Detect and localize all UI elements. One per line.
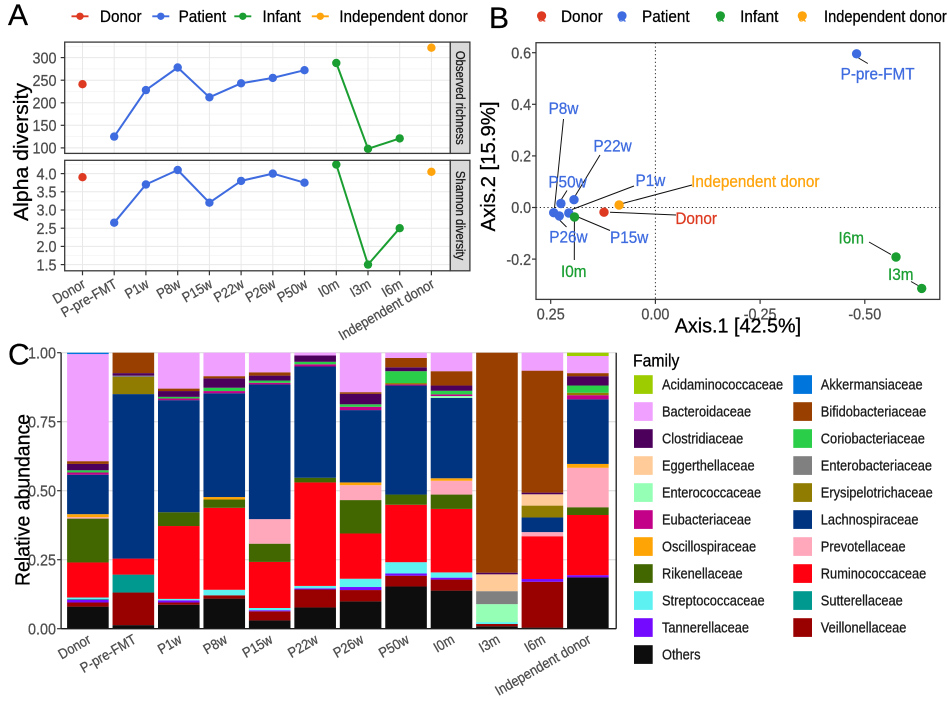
svg-text:0.50: 0.50 [28, 483, 56, 500]
svg-text:P15w: P15w [610, 228, 649, 247]
svg-text:Veillonellaceae: Veillonellaceae [821, 621, 907, 637]
svg-text:Ruminococcaceae: Ruminococcaceae [821, 567, 927, 583]
svg-text:0.00: 0.00 [641, 306, 669, 323]
svg-text:P1w: P1w [636, 171, 666, 190]
svg-text:1.5: 1.5 [37, 257, 57, 274]
svg-text:Patient: Patient [642, 7, 690, 26]
svg-text:P50w: P50w [548, 173, 587, 192]
svg-text:I0m: I0m [561, 262, 587, 281]
svg-text:C: C [8, 339, 30, 372]
svg-text:1.00: 1.00 [28, 345, 56, 362]
svg-text:P22w: P22w [593, 137, 632, 156]
svg-text:Sutterellaceae: Sutterellaceae [821, 594, 903, 610]
svg-text:P-pre-FMT: P-pre-FMT [841, 64, 915, 83]
svg-text:A: A [8, 0, 28, 32]
svg-text:150: 150 [33, 118, 57, 135]
svg-text:Others: Others [662, 648, 701, 664]
svg-text:300: 300 [33, 50, 57, 67]
svg-text:Independent donor: Independent donor [339, 7, 468, 26]
svg-text:0.25: 0.25 [28, 552, 56, 569]
svg-text:0.00: 0.00 [28, 621, 56, 638]
svg-text:Coriobacteriaceae: Coriobacteriaceae [821, 432, 925, 448]
svg-text:P26w: P26w [549, 228, 588, 247]
svg-text:Donor: Donor [100, 7, 142, 26]
svg-text:P8w: P8w [549, 99, 579, 118]
svg-text:0.2: 0.2 [511, 149, 531, 166]
svg-text:B: B [489, 2, 509, 35]
svg-text:4.0: 4.0 [37, 166, 57, 183]
svg-text:I6m: I6m [839, 229, 865, 248]
svg-text:3.0: 3.0 [37, 203, 57, 220]
svg-text:-0.2: -0.2 [506, 252, 531, 269]
svg-text:Family: Family [633, 351, 680, 371]
svg-text:Lachnospiraceae: Lachnospiraceae [821, 513, 919, 529]
svg-text:Erysipelotrichaceae: Erysipelotrichaceae [821, 486, 933, 502]
svg-text:Relative abundance: Relative abundance [13, 414, 35, 586]
svg-text:200: 200 [33, 96, 57, 113]
svg-text:Independent donor: Independent donor [691, 172, 820, 191]
svg-text:-0.25: -0.25 [744, 306, 777, 323]
svg-text:Patient: Patient [179, 7, 227, 26]
svg-text:0.25: 0.25 [537, 306, 565, 323]
svg-text:Clostridiaceae: Clostridiaceae [662, 432, 743, 448]
svg-text:0.75: 0.75 [28, 414, 56, 431]
svg-text:Prevotellaceae: Prevotellaceae [821, 540, 906, 556]
svg-text:Tannerellaceae: Tannerellaceae [662, 621, 749, 637]
svg-text:Eggerthellaceae: Eggerthellaceae [662, 459, 755, 475]
svg-text:I3m: I3m [888, 265, 914, 284]
svg-text:100: 100 [33, 141, 57, 158]
svg-text:2.5: 2.5 [37, 221, 57, 238]
svg-text:Observed richness: Observed richness [453, 51, 467, 145]
svg-text:2.0: 2.0 [37, 239, 57, 256]
svg-text:Alpha diversity: Alpha diversity [11, 83, 33, 221]
svg-text:Shannon diversity: Shannon diversity [453, 171, 467, 261]
svg-text:0.4: 0.4 [511, 97, 531, 114]
svg-text:0.6: 0.6 [511, 45, 531, 62]
svg-text:-0.50: -0.50 [848, 306, 881, 323]
svg-text:Infant: Infant [740, 7, 779, 26]
svg-text:Donor: Donor [561, 7, 603, 26]
svg-text:Enterobacteriaceae: Enterobacteriaceae [821, 459, 932, 475]
svg-text:Axis.2 [15.9%]: Axis.2 [15.9%] [478, 102, 500, 232]
svg-text:250: 250 [33, 73, 57, 90]
svg-text:Acidaminococcaceae: Acidaminococcaceae [662, 378, 783, 394]
svg-text:Enterococcaceae: Enterococcaceae [662, 486, 761, 502]
svg-text:Oscillospiraceae: Oscillospiraceae [662, 540, 756, 556]
svg-text:Rikenellaceae: Rikenellaceae [662, 567, 743, 583]
svg-text:Streptococcaceae: Streptococcaceae [662, 594, 765, 610]
svg-text:Infant: Infant [263, 7, 302, 26]
svg-text:0.0: 0.0 [511, 200, 531, 217]
svg-text:Eubacteriaceae: Eubacteriaceae [662, 513, 751, 529]
svg-text:Bacteroidaceae: Bacteroidaceae [662, 405, 751, 421]
svg-text:Independent donor: Independent donor [824, 7, 947, 26]
svg-text:Donor: Donor [675, 209, 717, 228]
svg-text:Bifidobacteriaceae: Bifidobacteriaceae [821, 405, 927, 421]
svg-text:3.5: 3.5 [37, 185, 57, 202]
svg-text:Axis.1 [42.5%]: Axis.1 [42.5%] [675, 316, 801, 338]
svg-text:Akkermansiaceae: Akkermansiaceae [821, 378, 923, 394]
